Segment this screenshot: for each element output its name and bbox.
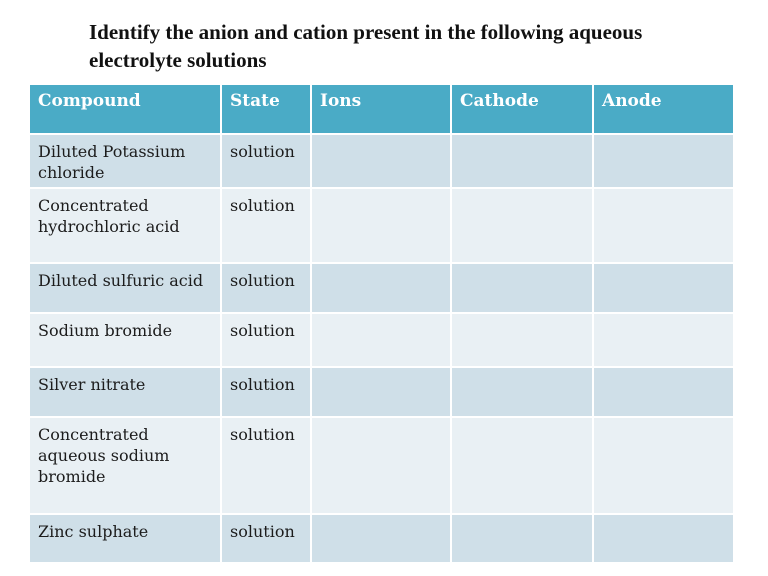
header-ions: Ions	[310, 83, 452, 135]
compound-cell: Diluted sulfuric acid	[28, 262, 222, 314]
anode-cell	[592, 133, 735, 189]
anode-cell	[592, 187, 735, 264]
compound-cell: Sodium bromide	[28, 312, 222, 368]
cathode-cell	[450, 366, 594, 418]
cathode-cell	[450, 513, 594, 564]
anode-cell	[592, 262, 735, 314]
header-anode: Anode	[592, 83, 735, 135]
table-header-row: Compound State Ions Cathode Anode	[28, 83, 735, 135]
state-cell: solution	[220, 133, 312, 189]
table-row: Concentrated hydrochloric acid solution	[28, 187, 735, 264]
ions-cell	[310, 366, 452, 418]
compound-cell: Silver nitrate	[28, 366, 222, 418]
anode-cell	[592, 513, 735, 564]
compound-cell: Concentrated hydrochloric acid	[28, 187, 222, 264]
state-cell: solution	[220, 366, 312, 418]
ions-cell	[310, 133, 452, 189]
cathode-cell	[450, 416, 594, 515]
table-row: Concentrated aqueous sodium bromide solu…	[28, 416, 735, 515]
cathode-cell	[450, 187, 594, 264]
table-row: Diluted sulfuric acid solution	[28, 262, 735, 314]
page-title: Identify the anion and cation present in…	[89, 18, 709, 74]
ions-cell	[310, 187, 452, 264]
ions-cell	[310, 312, 452, 368]
ions-cell	[310, 416, 452, 515]
table-row: Zinc sulphate solution	[28, 513, 735, 564]
compound-cell: Zinc sulphate	[28, 513, 222, 564]
page-title-line-1: Identify the anion and cation present in…	[89, 20, 643, 44]
table-row: Silver nitrate solution	[28, 366, 735, 418]
table-row: Sodium bromide solution	[28, 312, 735, 368]
ions-cell	[310, 513, 452, 564]
compound-cell: Concentrated aqueous sodium bromide	[28, 416, 222, 515]
anode-cell	[592, 416, 735, 515]
table-row: Diluted Potassium chloride solution	[28, 133, 735, 189]
header-cathode: Cathode	[450, 83, 594, 135]
cathode-cell	[450, 262, 594, 314]
state-cell: solution	[220, 187, 312, 264]
anode-cell	[592, 366, 735, 418]
page-title-line-2: electrolyte solutions	[89, 48, 267, 72]
electrolyte-table: Compound State Ions Cathode Anode Dilute…	[28, 83, 735, 564]
compound-cell: Diluted Potassium chloride	[28, 133, 222, 189]
state-cell: solution	[220, 513, 312, 564]
ions-cell	[310, 262, 452, 314]
header-state: State	[220, 83, 312, 135]
anode-cell	[592, 312, 735, 368]
cathode-cell	[450, 312, 594, 368]
state-cell: solution	[220, 416, 312, 515]
state-cell: solution	[220, 312, 312, 368]
header-compound: Compound	[28, 83, 222, 135]
state-cell: solution	[220, 262, 312, 314]
cathode-cell	[450, 133, 594, 189]
